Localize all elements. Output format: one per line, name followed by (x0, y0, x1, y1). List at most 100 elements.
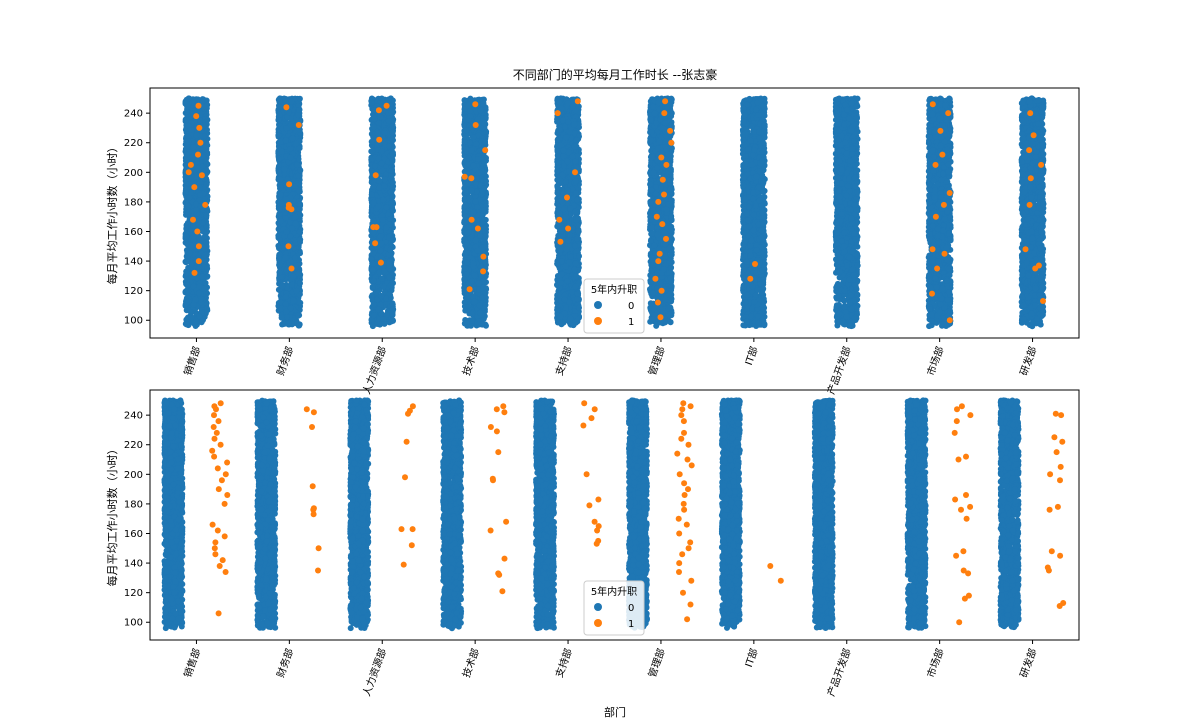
point-0 (387, 216, 393, 222)
point-0 (389, 158, 395, 164)
point-0 (194, 158, 200, 164)
point-0 (386, 118, 392, 124)
point-0 (198, 296, 204, 302)
point-0 (375, 306, 381, 312)
point-0 (371, 116, 377, 122)
point-0 (377, 114, 383, 120)
point-0 (278, 185, 284, 191)
point-0 (276, 170, 282, 176)
point-0 (199, 319, 205, 325)
point-0 (277, 104, 283, 110)
point-0 (387, 258, 393, 264)
point-0 (376, 178, 382, 184)
point-0 (390, 152, 396, 158)
point-0 (204, 244, 210, 250)
point-0 (193, 201, 199, 207)
point-0 (370, 267, 376, 273)
point-0 (203, 280, 209, 286)
point-1 (378, 260, 384, 266)
point-0 (389, 167, 395, 173)
point-0 (197, 192, 203, 198)
point-0 (184, 322, 190, 328)
point-0 (188, 309, 194, 315)
point-0 (378, 233, 384, 239)
point-0 (378, 293, 384, 299)
point-0 (276, 112, 282, 118)
point-0 (199, 273, 205, 279)
point-0 (184, 270, 190, 276)
point-1 (186, 169, 192, 175)
point-0 (370, 250, 376, 256)
point-0 (185, 211, 191, 217)
point-1 (288, 206, 294, 212)
point-0 (279, 201, 285, 207)
point-0 (297, 206, 303, 212)
point-0 (190, 144, 196, 150)
point-0 (389, 136, 395, 142)
point-0 (296, 188, 302, 194)
point-0 (184, 152, 190, 158)
point-0 (390, 208, 396, 214)
point-0 (294, 288, 300, 294)
point-0 (290, 298, 296, 304)
point-0 (371, 218, 377, 224)
point-0 (203, 158, 209, 164)
point-0 (376, 155, 382, 161)
point-0 (371, 278, 377, 284)
point-0 (372, 163, 378, 169)
point-0 (196, 313, 202, 319)
point-0 (296, 107, 302, 113)
point-0 (380, 197, 386, 203)
point-1 (193, 113, 199, 119)
point-0 (292, 255, 298, 261)
point-0 (370, 284, 376, 290)
point-0 (295, 313, 301, 319)
point-0 (190, 223, 196, 229)
point-0 (297, 167, 303, 173)
chart-title: 不同部门的平均每月工作时长 --张志豪 (513, 67, 717, 82)
point-0 (381, 268, 387, 274)
point-0 (283, 125, 289, 131)
point-0 (369, 139, 375, 145)
point-0 (376, 120, 382, 126)
point-1 (195, 152, 201, 158)
point-1 (199, 172, 205, 178)
point-0 (283, 229, 289, 235)
point-0 (282, 255, 288, 261)
point-0 (203, 144, 209, 150)
point-0 (196, 290, 202, 296)
point-0 (289, 99, 295, 105)
point-1 (384, 103, 390, 109)
point-0 (297, 237, 303, 243)
point-0 (285, 321, 291, 327)
point-0 (386, 275, 392, 281)
point-0 (387, 247, 393, 253)
point-0 (184, 282, 190, 288)
point-0 (204, 213, 210, 219)
point-0 (370, 184, 376, 190)
point-0 (279, 149, 285, 155)
point-1 (202, 202, 208, 208)
point-0 (276, 270, 282, 276)
point-0 (276, 117, 282, 123)
point-0 (283, 301, 289, 307)
point-0 (382, 130, 388, 136)
point-0 (381, 183, 387, 189)
point-0 (193, 207, 199, 213)
point-0 (283, 294, 289, 300)
point-0 (283, 196, 289, 202)
point-0 (390, 129, 396, 135)
point-0 (296, 323, 302, 329)
point-1 (196, 258, 202, 264)
point-0 (279, 283, 285, 289)
chart-top: 不同部门的平均每月工作时长 --张志豪 10012014016018020022… (105, 67, 1079, 396)
point-0 (277, 206, 283, 212)
point-1 (196, 103, 202, 109)
point-0 (292, 214, 298, 220)
point-0 (379, 96, 385, 102)
point-1 (373, 172, 379, 178)
point-0 (297, 96, 303, 102)
point-0 (390, 180, 396, 186)
point-1 (289, 266, 295, 272)
